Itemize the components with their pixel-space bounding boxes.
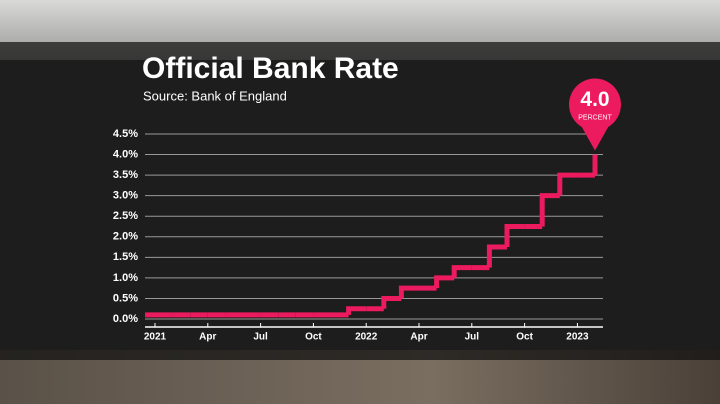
y-tick-label: 3.0% [113, 190, 138, 202]
chart-title: Official Bank Rate [142, 52, 399, 85]
rate-step [434, 275, 455, 289]
y-tick-label: 4.5% [113, 128, 138, 140]
x-tick-label: Oct [516, 332, 533, 343]
x-tick-label: Oct [305, 332, 322, 343]
rate-step [381, 295, 402, 309]
y-tick-label: 2.0% [113, 231, 138, 243]
x-tick-label: 2021 [144, 332, 167, 343]
x-tick-label: Jul [465, 332, 480, 343]
rate-step [451, 265, 472, 278]
y-tick-label: 0.0% [113, 313, 138, 325]
x-tick-label: 2022 [355, 332, 378, 343]
x-tick-label: Apr [410, 332, 427, 343]
rate-step [504, 224, 525, 248]
y-tick-label: 0.5% [113, 292, 138, 304]
y-tick-label: 1.0% [113, 272, 138, 284]
x-tick-label: Jul [253, 332, 268, 343]
value-label: 4.0 [580, 88, 609, 111]
y-tick-label: 3.5% [113, 169, 138, 181]
x-tick-label: Apr [199, 332, 216, 343]
y-tick-label: 4.0% [113, 148, 138, 160]
x-tick-label: 2023 [566, 332, 589, 343]
rate-step [346, 306, 367, 315]
rate-step [486, 244, 507, 268]
callout-circle [569, 78, 621, 131]
rate-step [557, 172, 578, 196]
rate-step [539, 193, 560, 227]
chart-subtitle: Source: Bank of England [143, 88, 287, 103]
callout-pin [581, 125, 609, 151]
callout-caption: PERCENT [578, 114, 612, 121]
rate-step [398, 285, 419, 299]
y-tick-label: 2.5% [113, 210, 138, 222]
y-tick-label: 1.5% [113, 251, 138, 263]
